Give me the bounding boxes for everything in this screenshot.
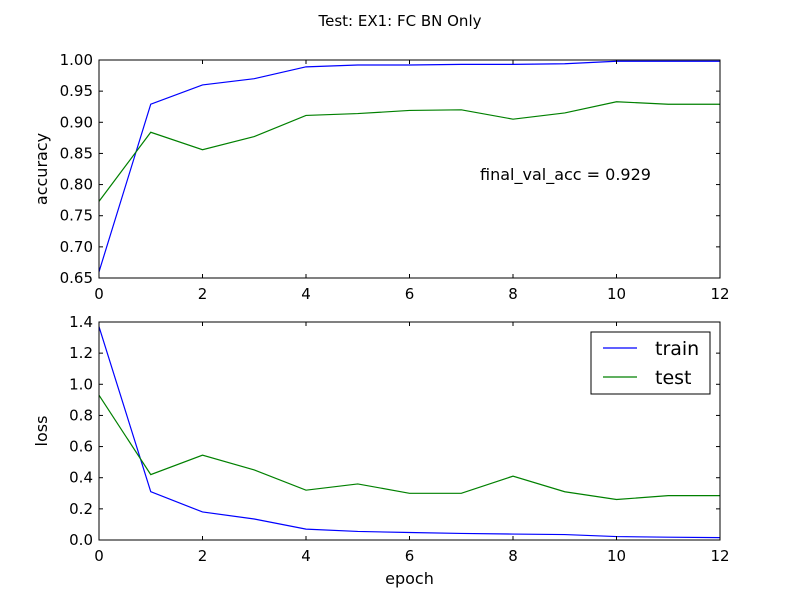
loss-subplot: 0 2 4 6 8 10 12 0.0 0.2 0.4 0.6 0.8 1.0 1.2 1.4 loss epo…: [32, 313, 730, 588]
loss-y-tick-label: 0.0: [69, 531, 93, 549]
loss-y-tick-label: 0.6: [69, 438, 93, 456]
loss-y-tick-label: 1.2: [69, 344, 93, 362]
acc-y-tick-label: 0.90: [60, 113, 93, 131]
acc-y-tick-label: 0.95: [60, 82, 93, 100]
loss-x-axis-label: epoch: [385, 569, 434, 588]
loss-legend-label-test: test: [655, 367, 692, 389]
loss-y-tick-label: 1.0: [69, 375, 93, 393]
accuracy-subplot: 0 2 4 6 8 10 12 0.65 0.70 0.75 0.80 0.85 0.90 0.95 1.0…: [32, 51, 730, 303]
loss-x-tick-label: 0: [94, 547, 104, 565]
acc-x-tick-label: 6: [405, 285, 415, 303]
loss-y-tick-label: 0.2: [69, 500, 93, 518]
acc-y-tick-label: 0.85: [60, 144, 93, 162]
loss-series-line-test: [98, 394, 720, 501]
acc-x-tick-label: 4: [301, 285, 311, 303]
acc-y-axis-label: accuracy: [32, 133, 51, 205]
loss-y-tick-label: 1.4: [69, 313, 93, 331]
loss-x-tick-label: 2: [198, 547, 208, 565]
acc-y-tick-label: 0.70: [60, 238, 93, 256]
acc-series-line-1: [98, 101, 720, 202]
acc-x-tick-label: 10: [607, 285, 626, 303]
acc-x-tick-label: 12: [710, 285, 729, 303]
acc-y-tick-label: 0.65: [60, 269, 93, 287]
loss-x-tick-label: 8: [508, 547, 518, 565]
loss-x-tick-label: 4: [301, 547, 311, 565]
loss-x-tick-label: 6: [405, 547, 415, 565]
loss-legend-box: [590, 331, 711, 395]
loss-legend-label-train: train: [655, 338, 699, 360]
loss-y-tick-label: 0.8: [69, 406, 93, 424]
loss-x-tick-label: 10: [607, 547, 626, 565]
figure-title: Test: EX1: FC BN Only: [318, 12, 482, 30]
acc-x-tick-label: 8: [508, 285, 518, 303]
acc-y-tick-label: 1.00: [60, 51, 93, 69]
acc-annotation: final_val_acc = 0.929: [480, 165, 651, 185]
loss-y-tick-label: 0.4: [69, 469, 93, 487]
loss-x-tick-label: 12: [710, 547, 729, 565]
loss-y-axis-label: loss: [32, 416, 51, 447]
loss-legend: train test: [590, 331, 711, 395]
acc-x-tick-label: 0: [94, 285, 104, 303]
acc-y-tick-label: 0.75: [60, 207, 93, 225]
acc-x-tick-label: 2: [198, 285, 208, 303]
acc-y-tick-label: 0.80: [60, 176, 93, 194]
